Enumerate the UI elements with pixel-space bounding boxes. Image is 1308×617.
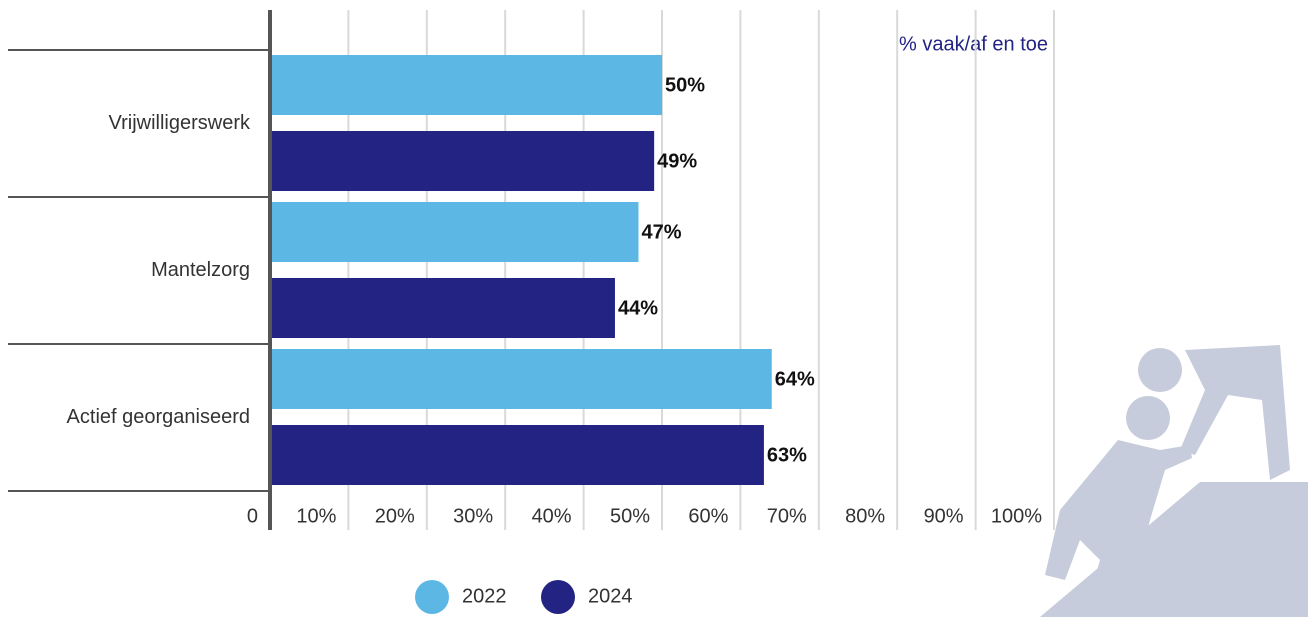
annotation: % vaak/af en toe [899, 33, 1048, 55]
x-tick-label: 50% [610, 505, 650, 527]
bar [270, 55, 662, 115]
bar [270, 278, 615, 338]
data-label: 50% [665, 74, 705, 96]
bar [270, 349, 772, 409]
x-tick-label: 10% [296, 505, 336, 527]
x-tick-label: 100% [991, 505, 1042, 527]
legend-label: 2022 [462, 585, 507, 607]
bar [270, 202, 638, 262]
x-tick-label: 60% [688, 505, 728, 527]
x-tick-label: 80% [845, 505, 885, 527]
data-label: 63% [767, 444, 807, 466]
x-tick-label: 30% [453, 505, 493, 527]
x-tick-label: 0 [247, 505, 258, 527]
x-tick-label: 20% [375, 505, 415, 527]
data-label: 64% [775, 368, 815, 390]
bar [270, 131, 654, 191]
bar [270, 425, 764, 485]
data-label: 44% [618, 297, 658, 319]
data-label: 49% [657, 150, 697, 172]
legend-label: 2024 [588, 585, 633, 607]
x-tick-label: 90% [924, 505, 964, 527]
illustration [1040, 345, 1308, 617]
data-label: 47% [641, 221, 681, 243]
x-tick-label: 40% [532, 505, 572, 527]
legend-marker [541, 580, 575, 614]
y-tick-label: Vrijwilligerswerk [109, 112, 251, 134]
x-tick-label: 70% [767, 505, 807, 527]
y-tick-label: Mantelzorg [151, 259, 250, 281]
y-tick-label: Actief georganiseerd [67, 406, 250, 428]
legend-marker [415, 580, 449, 614]
chart: % vaak/af en toe 0 10% 20% 30% 40% 50% 60% 70% 8… [0, 0, 1308, 617]
